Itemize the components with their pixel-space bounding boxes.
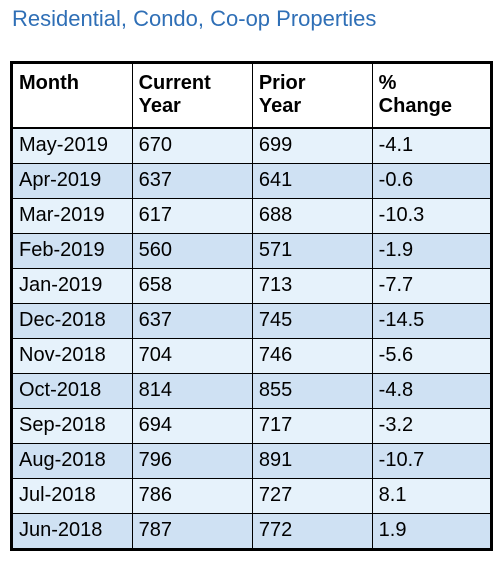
current-year-cell: 796 [131, 443, 253, 479]
month-cell: Jan-2019 [11, 268, 133, 304]
prior-year-cell: 717 [251, 408, 373, 444]
prior-year-cell: 772 [251, 513, 373, 550]
percent-change-cell: -10.7 [371, 443, 493, 479]
table-row: Feb-2019 560 571 -1.9 [11, 233, 493, 269]
percent-change-cell: -4.1 [371, 127, 493, 164]
table-row: Dec-2018 637 745 -14.5 [11, 303, 493, 339]
prior-year-cell: 688 [251, 198, 373, 234]
prior-year-cell: 891 [251, 443, 373, 479]
header-current-year: Current Year [131, 62, 253, 129]
month-cell: Jul-2018 [11, 478, 133, 514]
current-year-cell: 560 [131, 233, 253, 269]
prior-year-cell: 746 [251, 338, 373, 374]
current-year-cell: 658 [131, 268, 253, 304]
current-year-cell: 637 [131, 303, 253, 339]
header-percent-change: % Change [371, 62, 493, 129]
prior-year-cell: 745 [251, 303, 373, 339]
percent-change-cell: 8.1 [371, 478, 493, 514]
month-cell: Aug-2018 [11, 443, 133, 479]
month-cell: Mar-2019 [11, 198, 133, 234]
month-cell: May-2019 [11, 127, 133, 164]
table-row: Nov-2018 704 746 -5.6 [11, 338, 493, 374]
header-month: Month [11, 62, 133, 129]
table-row: Jun-2018 787 772 1.9 [11, 513, 493, 550]
table-row: Sep-2018 694 717 -3.2 [11, 408, 493, 444]
percent-change-cell: -1.9 [371, 233, 493, 269]
current-year-cell: 617 [131, 198, 253, 234]
prior-year-cell: 641 [251, 163, 373, 199]
table-row: May-2019 670 699 -4.1 [11, 127, 493, 164]
percent-change-cell: -7.7 [371, 268, 493, 304]
table-row: Aug-2018 796 891 -10.7 [11, 443, 493, 479]
month-cell: Apr-2019 [11, 163, 133, 199]
percent-change-cell: -10.3 [371, 198, 493, 234]
percent-change-cell: -4.8 [371, 373, 493, 409]
table-row: Apr-2019 637 641 -0.6 [11, 163, 493, 199]
percent-change-cell: -5.6 [371, 338, 493, 374]
table-row: Mar-2019 617 688 -10.3 [11, 198, 493, 234]
table-body: May-2019 670 699 -4.1 Apr-2019 637 641 -0.6 Mar-… [11, 127, 493, 550]
prior-year-cell: 855 [251, 373, 373, 409]
prior-year-cell: 571 [251, 233, 373, 269]
current-year-cell: 637 [131, 163, 253, 199]
current-year-cell: 704 [131, 338, 253, 374]
percent-change-cell: -14.5 [371, 303, 493, 339]
month-cell: Dec-2018 [11, 303, 133, 339]
month-cell: Sep-2018 [11, 408, 133, 444]
prior-year-cell: 713 [251, 268, 373, 304]
table-row: Jan-2019 658 713 -7.7 [11, 268, 493, 304]
percent-change-cell: 1.9 [371, 513, 493, 550]
table-row: Jul-2018 786 727 8.1 [11, 478, 493, 514]
table-row: Oct-2018 814 855 -4.8 [11, 373, 493, 409]
table-header-row: Month Current Year Prior Year % Change [11, 62, 493, 129]
month-cell: Oct-2018 [11, 373, 133, 409]
prior-year-cell: 699 [251, 127, 373, 164]
current-year-cell: 786 [131, 478, 253, 514]
percent-change-cell: -0.6 [371, 163, 493, 199]
percent-change-cell: -3.2 [371, 408, 493, 444]
month-cell: Nov-2018 [11, 338, 133, 374]
properties-table: Month Current Year Prior Year % Change May-… [10, 61, 493, 551]
current-year-cell: 670 [131, 127, 253, 164]
page-title: Residential, Condo, Co-op Properties [12, 6, 377, 31]
current-year-cell: 694 [131, 408, 253, 444]
header-prior-year: Prior Year [251, 62, 373, 129]
month-cell: Jun-2018 [11, 513, 133, 550]
prior-year-cell: 727 [251, 478, 373, 514]
current-year-cell: 787 [131, 513, 253, 550]
current-year-cell: 814 [131, 373, 253, 409]
month-cell: Feb-2019 [11, 233, 133, 269]
